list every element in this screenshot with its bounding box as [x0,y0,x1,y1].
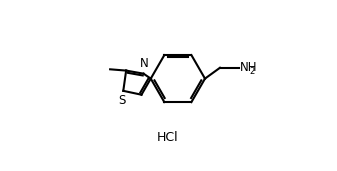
Text: 2: 2 [250,67,255,76]
Text: S: S [119,94,126,107]
Text: NH: NH [240,61,257,74]
Text: N: N [140,57,148,70]
Text: HCl: HCl [157,131,178,144]
